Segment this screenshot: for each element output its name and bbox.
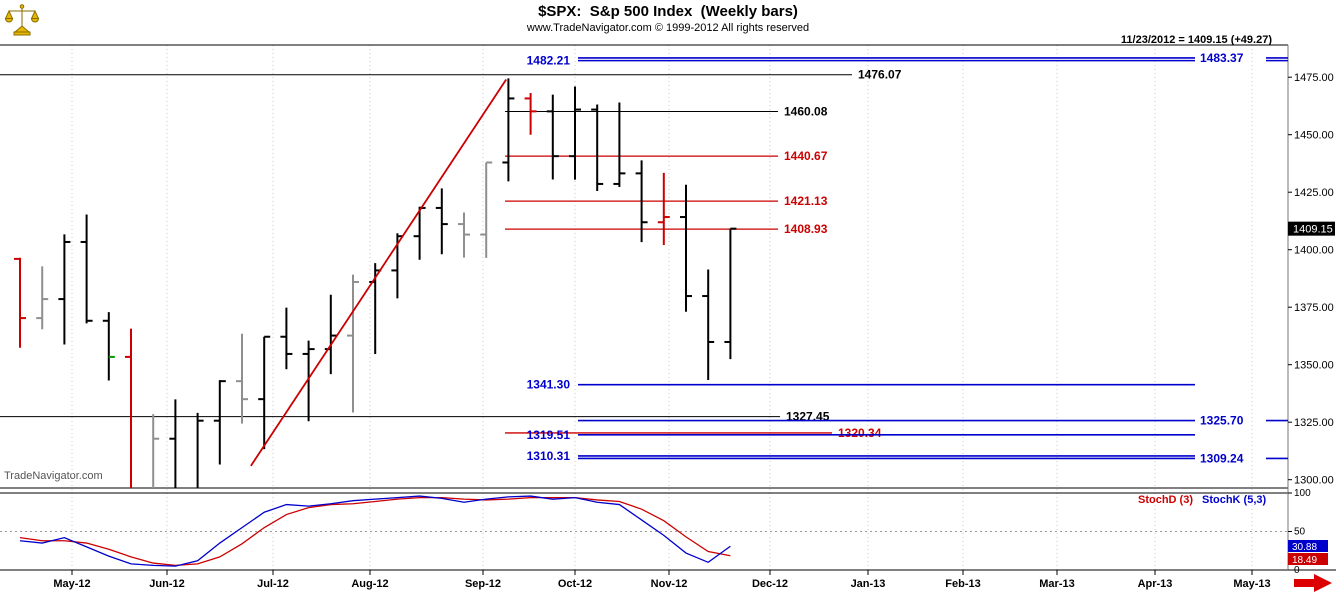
price-bar [502, 78, 515, 182]
price-bar [569, 86, 581, 180]
price-bar [80, 214, 93, 324]
price-bar [724, 227, 737, 360]
level-label-1325.70: 1325.70 [1200, 414, 1244, 428]
level-label-1482.21: 1482.21 [527, 54, 571, 68]
stoch-d-value-box [1288, 553, 1328, 565]
price-bar [169, 399, 177, 488]
level-label-1327.45: 1327.45 [786, 410, 830, 424]
x-axis-label-Feb-13: Feb-13 [945, 578, 980, 590]
x-axis-label-Jul-12: Jul-12 [257, 578, 289, 590]
y-axis-label: 1325.00 [1294, 417, 1334, 429]
watermark: TradeNavigator.com [4, 470, 103, 482]
stoch-axis-label: 0 [1294, 565, 1300, 576]
price-bar [258, 335, 271, 450]
price-bar [546, 94, 559, 180]
level-label-1483.37: 1483.37 [1200, 51, 1244, 65]
level-label-1440.67: 1440.67 [784, 149, 828, 163]
price-bar [435, 188, 448, 255]
level-label-1309.24: 1309.24 [1200, 451, 1244, 465]
current-price-value: 1409.15 [1293, 224, 1333, 236]
y-axis-label: 1450.00 [1294, 130, 1334, 142]
x-axis-label-Sep-12: Sep-12 [465, 578, 501, 590]
x-axis-label-Nov-12: Nov-12 [651, 578, 688, 590]
x-axis-label-Aug-12: Aug-12 [351, 578, 388, 590]
stoch-k-value: 30.88 [1292, 542, 1317, 553]
stoch-k-value-box [1288, 540, 1328, 552]
price-bar [213, 380, 226, 465]
price-bar [413, 206, 426, 260]
price-bar [280, 307, 293, 370]
price-bar [613, 102, 626, 188]
trendline [250, 79, 507, 467]
y-axis-label: 1475.00 [1294, 72, 1334, 84]
price-bar [152, 414, 160, 488]
x-axis-label-May-12: May-12 [53, 578, 90, 590]
x-axis-label-Jan-13: Jan-13 [851, 578, 886, 590]
price-bar [125, 328, 132, 488]
level-label-1310.31: 1310.31 [527, 449, 571, 463]
level-label-1320.34: 1320.34 [838, 426, 882, 440]
price-bar [102, 312, 115, 381]
level-label-1460.08: 1460.08 [784, 105, 828, 119]
price-bar [14, 257, 26, 348]
stoch-axis-label: 100 [1294, 488, 1311, 499]
price-bar [236, 333, 248, 424]
price-bar [302, 340, 315, 422]
price-bar [324, 294, 337, 375]
price-bars-group [14, 78, 737, 488]
price-bar [458, 212, 470, 258]
x-axis-label-May-13: May-13 [1233, 578, 1270, 590]
price-bar [36, 266, 49, 330]
level-label-1408.93: 1408.93 [784, 222, 828, 236]
stoch-k-legend: StochK (5,3) [1202, 494, 1267, 506]
tradenavigator-logo-icon [4, 4, 40, 36]
price-bar [702, 269, 715, 380]
y-axis-label: 1300.00 [1294, 475, 1334, 487]
x-axis-label-Dec-12: Dec-12 [752, 578, 788, 590]
last-quote-line: 11/23/2012 = 1409.15 (+49.27) [1120, 34, 1272, 46]
level-label-1319.51: 1319.51 [527, 428, 571, 442]
price-bar [196, 412, 204, 488]
price-bar [591, 104, 604, 191]
current-price-box [1288, 221, 1335, 236]
level-label-1476.07: 1476.07 [858, 68, 902, 82]
level-label-1421.13: 1421.13 [784, 194, 828, 208]
x-axis-label-Mar-13: Mar-13 [1039, 578, 1074, 590]
price-bar [58, 234, 71, 345]
price-bar [680, 184, 692, 312]
stoch-axis-label: 50 [1294, 527, 1306, 538]
stoch-d-value: 18.49 [1292, 555, 1317, 566]
price-bar [347, 274, 359, 413]
stoch-k-line [19, 495, 731, 567]
y-axis-label: 1375.00 [1294, 302, 1334, 314]
price-bar [524, 93, 537, 135]
x-axis-label-Oct-12: Oct-12 [558, 578, 592, 590]
price-bar [657, 172, 670, 245]
chart-title: $SPX: S&p 500 Index (Weekly bars) [538, 3, 798, 20]
level-label-1341.30: 1341.30 [527, 378, 571, 392]
x-axis-label-Jun-12: Jun-12 [149, 578, 184, 590]
price-bar [480, 161, 493, 258]
y-axis-label: 1425.00 [1294, 187, 1334, 199]
scroll-right-arrow-icon[interactable] [1294, 574, 1332, 592]
stoch-d-legend: StochD (3) [1138, 494, 1193, 506]
chart-subtitle: www.TradeNavigator.com © 1999-2012 All r… [526, 22, 810, 34]
x-axis-label-Apr-13: Apr-13 [1138, 578, 1173, 590]
stoch-d-line [19, 496, 731, 567]
y-axis-label: 1400.00 [1294, 245, 1334, 257]
y-axis-label: 1350.00 [1294, 360, 1334, 372]
price-bar [635, 160, 648, 243]
